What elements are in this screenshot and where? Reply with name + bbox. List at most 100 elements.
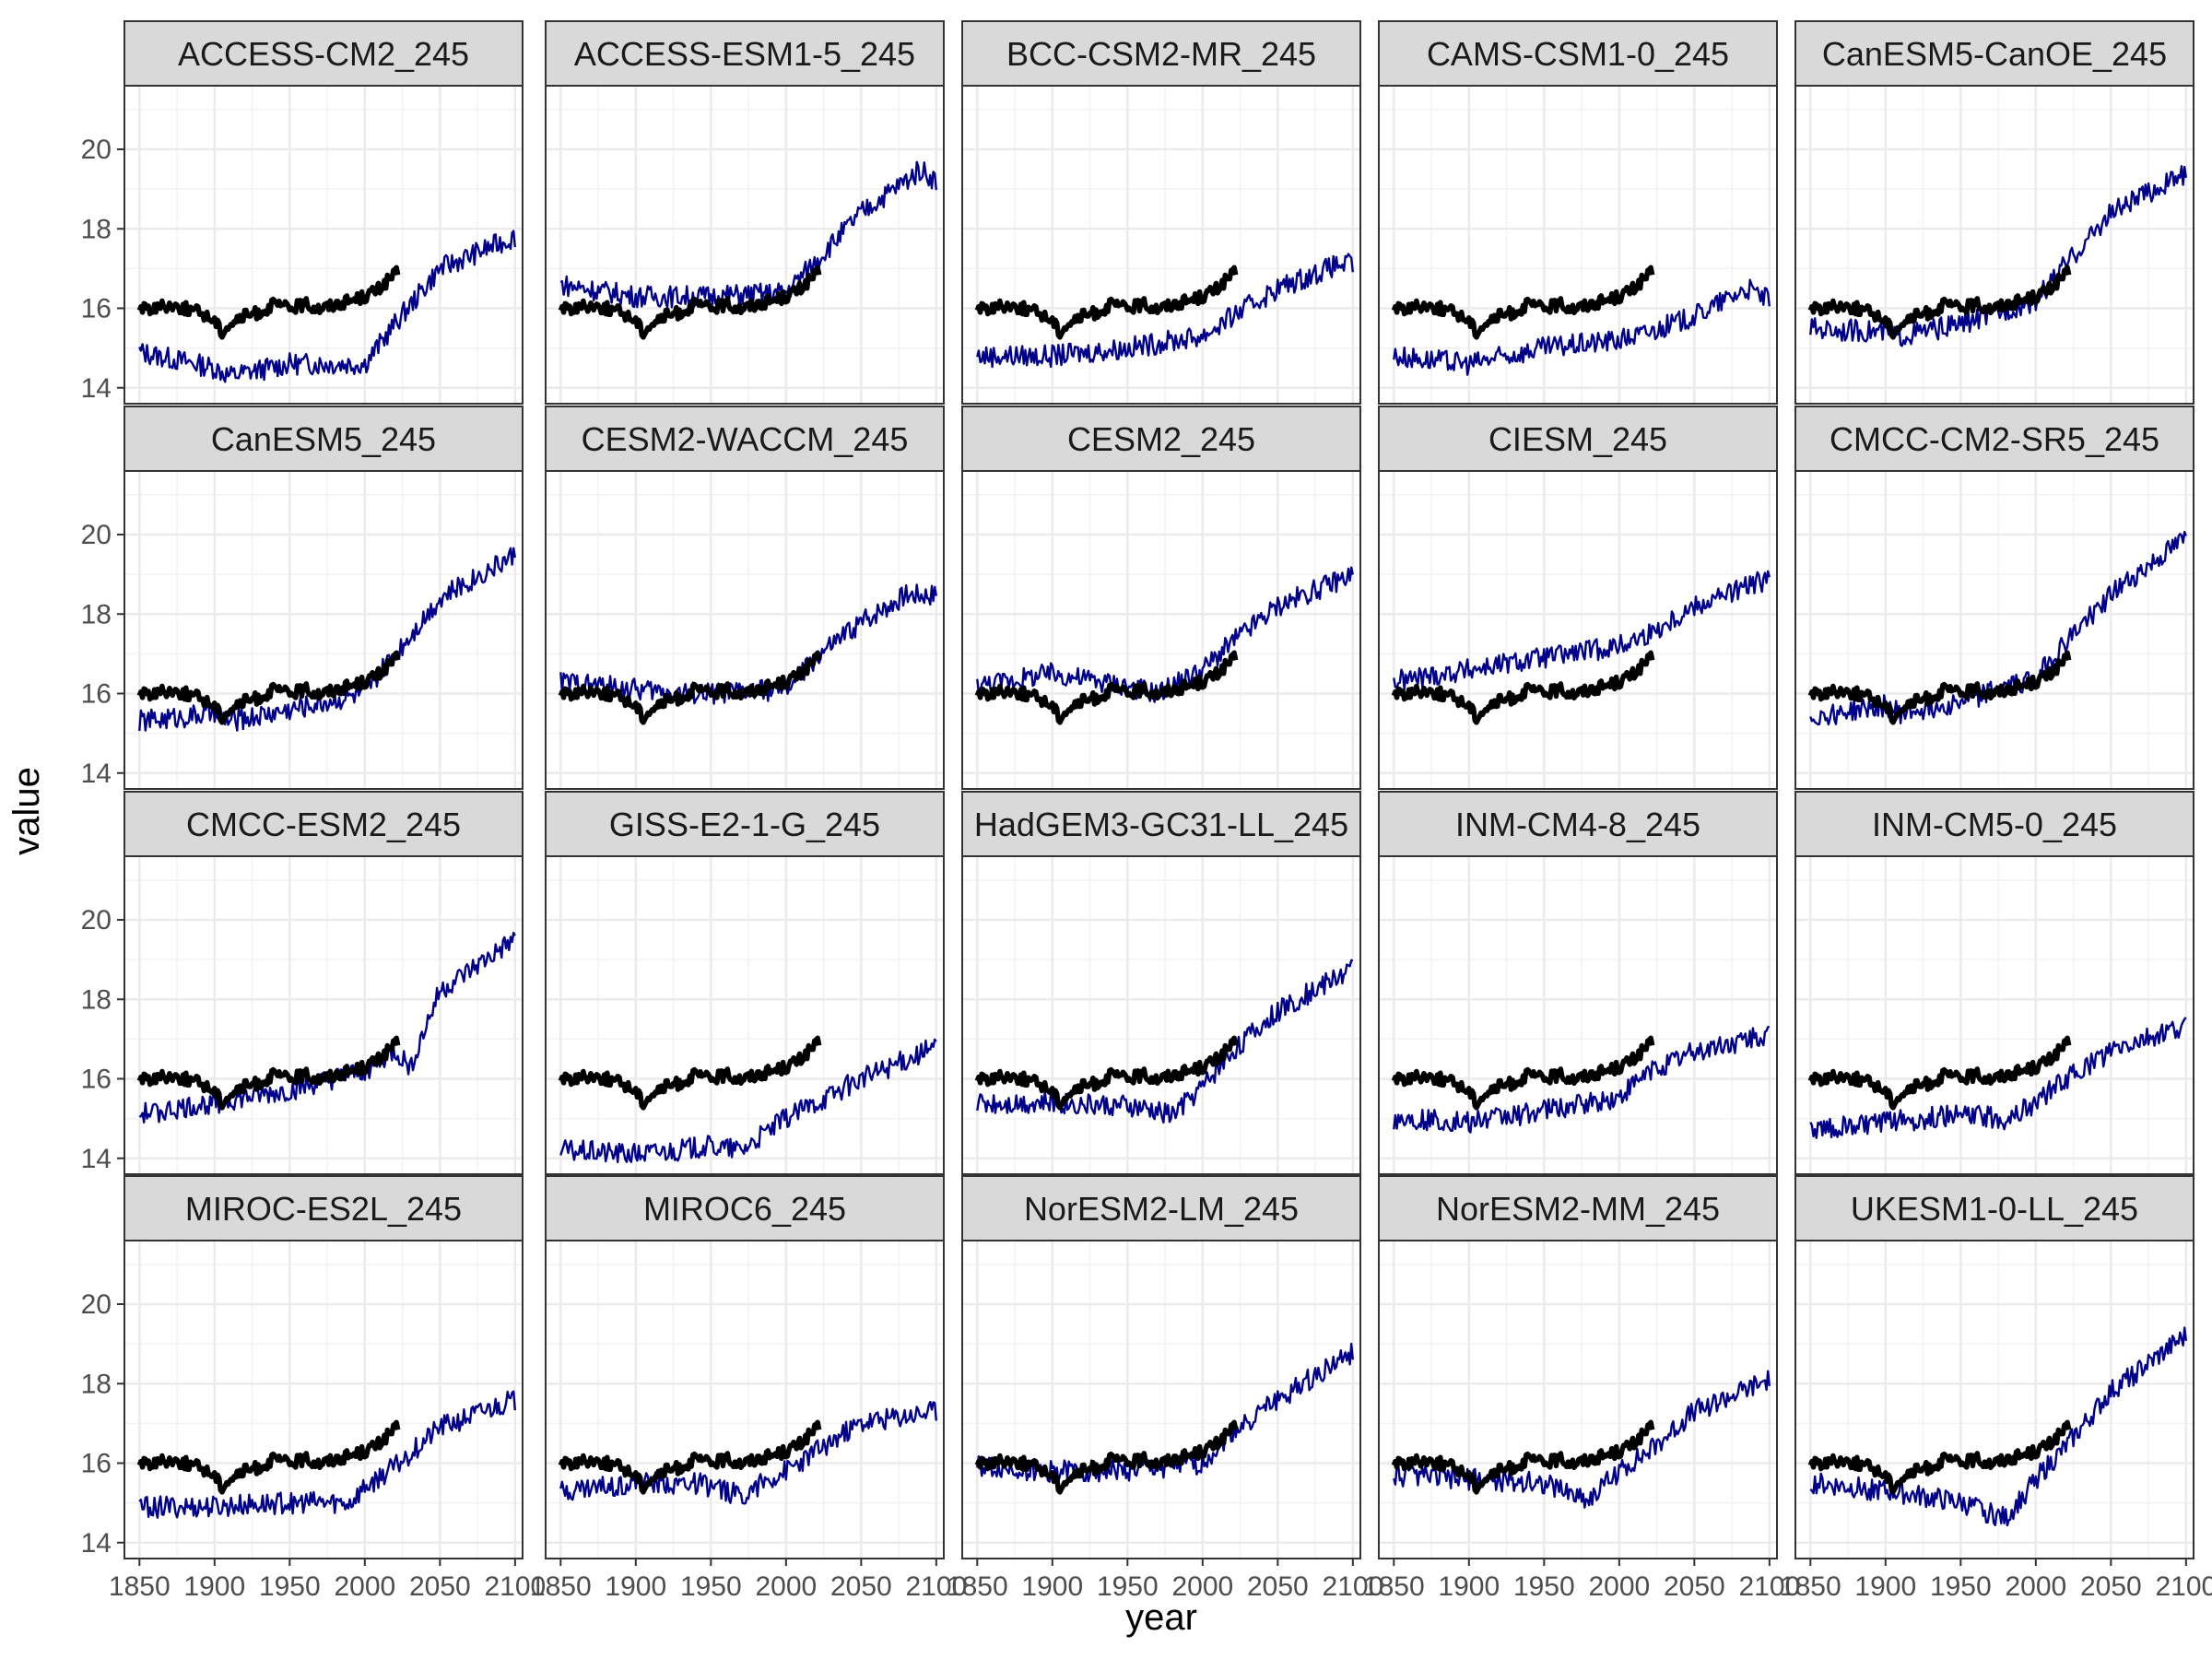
- panel-14-model-line: [1393, 1025, 1770, 1134]
- panel-2: ACCESS-ESM1-5_245: [545, 20, 945, 405]
- panel-17-x-tick-label: 2000: [755, 1571, 817, 1602]
- panel-8-strip: [961, 406, 1361, 472]
- panel-17-title: MIROC6_245: [643, 1190, 846, 1228]
- panel-12-strip: [545, 791, 945, 857]
- panel-20-border: [1794, 1240, 2194, 1559]
- panel-12: GISS-E2-1-G_245: [545, 791, 945, 1175]
- panel-14-title: INM-CM4-8_245: [1455, 806, 1700, 843]
- panel-18-x-tick-label: 1950: [1097, 1571, 1159, 1602]
- panel-8-plot-area: [962, 471, 1360, 789]
- panel-13-strip: [961, 791, 1361, 857]
- panel-3: BCC-CSM2-MR_245: [961, 20, 1361, 405]
- panel-2-title: ACCESS-ESM1-5_245: [574, 35, 915, 73]
- panel-16-strip: [124, 1175, 524, 1241]
- panel-1-y-tick-label: 20: [81, 135, 112, 165]
- panel-17-x-tick-label: 2100: [905, 1571, 967, 1602]
- panel-20-model-line: [1809, 1326, 2187, 1527]
- panel-5-border: [1794, 85, 2194, 405]
- panel-20-x-tick-label: 2100: [2155, 1571, 2212, 1602]
- panel-9-model-line: [1393, 570, 1771, 690]
- panel-1-y-tick-label: 16: [81, 294, 112, 324]
- panel-7: CESM2-WACCM_245: [545, 406, 945, 790]
- panel-17-model-line: [559, 1400, 937, 1505]
- panel-7-title: CESM2-WACCM_245: [582, 420, 909, 458]
- panel-20-x-tick-label: 1900: [1854, 1571, 1916, 1602]
- panel-17-x-tick-label: 1900: [605, 1571, 666, 1602]
- panel-5: CanESM5-CanOE_245: [1794, 20, 2194, 405]
- panel-6-y-tick-label: 20: [81, 520, 112, 550]
- panel-17-x-tick-label: 1850: [530, 1571, 592, 1602]
- panel-16-x-tick-label: 2000: [334, 1571, 395, 1602]
- panel-3-plot-area: [962, 86, 1360, 404]
- panel-16-border: [124, 1240, 524, 1559]
- panel-16-x-tick-label: 1950: [259, 1571, 321, 1602]
- panel-9-plot-area: [1379, 471, 1777, 789]
- panel-17: MIROC6_245 1850 1900 1950 2000 2050 2100: [530, 1175, 967, 1602]
- y-axis-title: value: [6, 767, 47, 855]
- panel-15-title: INM-CM5-0_245: [1872, 806, 2117, 843]
- panel-11-y-tick-label: 18: [81, 984, 112, 1015]
- panel-17-x-tick-label: 1950: [680, 1571, 742, 1602]
- panel-8-title: CESM2_245: [1067, 420, 1255, 458]
- panel-11-observed-line: [136, 1035, 401, 1111]
- panel-20-plot-area: [1795, 1241, 2194, 1559]
- panel-10: CMCC-CM2-SR5_245: [1794, 406, 2194, 790]
- panel-11: CMCC-ESM2_245 14 16 18 20: [81, 791, 524, 1175]
- panel-14-strip: [1378, 791, 1778, 857]
- panel-6: CanESM5_245 14 16 18 20: [81, 406, 524, 790]
- panel-2-observed-line: [558, 265, 822, 340]
- panel-14: INM-CM4-8_245: [1378, 791, 1778, 1175]
- panel-18-x-tick-label: 1850: [947, 1571, 1008, 1602]
- panel-11-strip: [124, 791, 524, 857]
- panel-19-x-tick-label: 1950: [1513, 1571, 1575, 1602]
- panel-19-border: [1378, 1240, 1778, 1559]
- x-axis-title: year: [1125, 1597, 1197, 1638]
- panel-17-observed-line: [558, 1419, 822, 1495]
- panel-9-strip: [1378, 406, 1778, 472]
- panel-20-title: UKESM1-0-LL_245: [1851, 1190, 2138, 1228]
- panel-1-y-tick-label: 18: [81, 214, 112, 244]
- panel-20-x-tick-label: 1850: [1780, 1571, 1841, 1602]
- panel-19-strip: [1378, 1175, 1778, 1241]
- panel-18-x-tick-label: 2100: [1322, 1571, 1383, 1602]
- panel-10-strip: [1794, 406, 2194, 472]
- panel-3-border: [961, 85, 1361, 405]
- panel-3-title: BCC-CSM2-MR_245: [1006, 35, 1316, 73]
- panel-11-plot-area: [124, 856, 523, 1174]
- panel-16-model-line: [138, 1390, 516, 1519]
- panel-4-strip: [1378, 20, 1778, 87]
- panel-13: HadGEM3-GC31-LL_245: [961, 791, 1361, 1175]
- panel-10-observed-line: [1807, 650, 2072, 725]
- panel-19-title: NorESM2-MM_245: [1436, 1190, 1720, 1228]
- panel-3-strip: [961, 20, 1361, 87]
- panel-9: CIESM_245: [1378, 406, 1778, 790]
- panel-16-y-tick-label: 20: [81, 1289, 112, 1320]
- panel-13-plot-area: [962, 856, 1360, 1174]
- panel-19-plot-area: [1379, 1241, 1777, 1559]
- panel-17-plot-area: [546, 1241, 944, 1559]
- panel-16-x-tick-label: 2100: [484, 1571, 546, 1602]
- panel-9-title: CIESM_245: [1488, 420, 1667, 458]
- panel-19-x-tick-label: 2100: [1738, 1571, 1800, 1602]
- panel-6-border: [124, 470, 524, 790]
- panel-17-border: [545, 1240, 945, 1559]
- panel-6-y-tick-label: 18: [81, 599, 112, 629]
- panel-19-x-tick-label: 2050: [1664, 1571, 1725, 1602]
- panel-16-y-tick-label: 18: [81, 1369, 112, 1399]
- panel-19-x-tick-label: 1850: [1363, 1571, 1425, 1602]
- panel-8: CESM2_245: [961, 406, 1361, 790]
- panel-18: NorESM2-LM_245 1850 1900 1950 2000 2050 2100: [947, 1175, 1383, 1602]
- panel-5-observed-line: [1807, 265, 2072, 340]
- panel-16-x-tick-label: 2050: [409, 1571, 471, 1602]
- panel-18-plot-area: [962, 1241, 1360, 1559]
- panel-12-border: [545, 855, 945, 1175]
- panel-6-model-line: [138, 547, 516, 732]
- panel-10-border: [1794, 470, 2194, 790]
- panel-15: INM-CM5-0_245: [1794, 791, 2194, 1175]
- panel-11-border: [124, 855, 524, 1175]
- panel-1: ACCESS-CM2_245 14 16 18 20: [81, 20, 524, 405]
- panel-18-x-tick-label: 1900: [1021, 1571, 1083, 1602]
- panel-16-y-tick-label: 14: [81, 1528, 112, 1559]
- panel-6-y-tick-label: 16: [81, 679, 112, 710]
